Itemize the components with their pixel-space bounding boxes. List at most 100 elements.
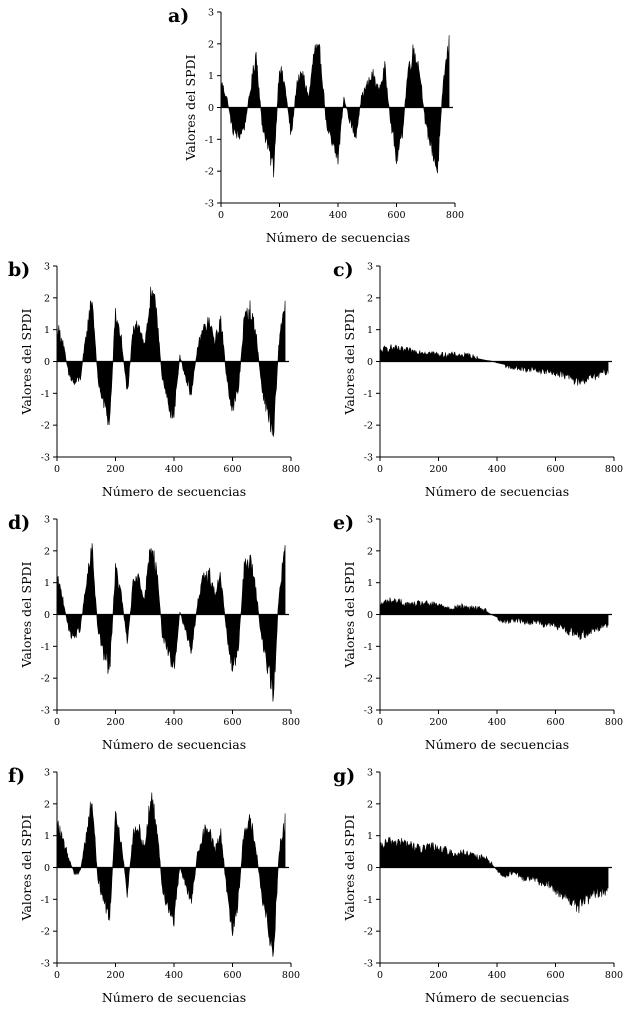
x-axis-title: Número de secuencias bbox=[102, 484, 246, 499]
chart-panel-b: b) -3 -2 -1 0 1 2 3 0 200 400 600 800 Número de secue… bbox=[8, 259, 300, 499]
y-tick-label: -3 bbox=[364, 706, 373, 717]
panel-label: c) bbox=[333, 259, 354, 281]
x-tick-label: 200 bbox=[106, 717, 124, 728]
y-tick-label: 1 bbox=[44, 325, 50, 336]
y-tick-label: -1 bbox=[41, 642, 50, 653]
x-axis-title: Número de secuencias bbox=[425, 484, 569, 499]
x-tick-label: 400 bbox=[165, 464, 183, 475]
y-tick-label: 3 bbox=[367, 768, 373, 779]
x-tick-label: 800 bbox=[605, 970, 623, 981]
chart-panel-g: g) -3 -2 -1 0 1 2 3 0 200 400 600 800 Número de secue… bbox=[333, 765, 623, 1005]
y-axis-title: Valores del SPDI bbox=[342, 308, 357, 415]
panel-label: d) bbox=[8, 512, 30, 534]
y-tick-label: -2 bbox=[364, 674, 373, 685]
y-tick-label: 2 bbox=[367, 546, 373, 557]
y-tick-label: -2 bbox=[364, 421, 373, 432]
y-tick-label: 3 bbox=[44, 262, 50, 273]
y-axis-title: Valores del SPDI bbox=[342, 814, 357, 921]
y-axis-title: Valores del SPDI bbox=[183, 54, 198, 161]
x-tick-label: 200 bbox=[429, 970, 447, 981]
y-tick-label: -1 bbox=[364, 895, 373, 906]
x-axis-title: Número de secuencias bbox=[425, 737, 569, 752]
y-axis-title: Valores del SPDI bbox=[19, 814, 34, 921]
panel-label: f) bbox=[8, 765, 25, 787]
x-tick-label: 600 bbox=[546, 717, 564, 728]
x-tick-label: 800 bbox=[282, 717, 300, 728]
y-tick-label: 2 bbox=[208, 39, 214, 50]
y-axis-title: Valores del SPDI bbox=[342, 561, 357, 668]
x-tick-label: 400 bbox=[165, 970, 183, 981]
x-tick-label: 0 bbox=[377, 970, 383, 981]
x-tick-label: 200 bbox=[429, 717, 447, 728]
x-tick-label: 200 bbox=[270, 210, 288, 221]
y-tick-label: -1 bbox=[205, 135, 214, 146]
y-tick-label: 2 bbox=[367, 799, 373, 810]
x-tick-label: 800 bbox=[605, 464, 623, 475]
y-tick-label: -2 bbox=[205, 167, 214, 178]
y-tick-label: -3 bbox=[364, 453, 373, 464]
y-tick-label: -2 bbox=[41, 421, 50, 432]
panel-label: e) bbox=[333, 512, 354, 534]
y-tick-label: 0 bbox=[367, 610, 373, 621]
chart-panel-f: f) -3 -2 -1 0 1 2 3 0 200 400 600 800 Número de secue… bbox=[8, 765, 300, 1005]
x-axis-title: Número de secuencias bbox=[425, 990, 569, 1005]
x-tick-label: 600 bbox=[546, 970, 564, 981]
x-axis-title: Número de secuencias bbox=[102, 990, 246, 1005]
x-tick-label: 800 bbox=[282, 970, 300, 981]
x-axis-title: Número de secuencias bbox=[102, 737, 246, 752]
x-tick-label: 600 bbox=[223, 970, 241, 981]
x-tick-label: 0 bbox=[377, 717, 383, 728]
x-tick-label: 400 bbox=[329, 210, 347, 221]
spdi-series-area bbox=[379, 344, 609, 386]
x-tick-label: 200 bbox=[106, 464, 124, 475]
y-tick-label: 1 bbox=[367, 831, 373, 842]
y-tick-label: 1 bbox=[367, 325, 373, 336]
y-tick-label: 2 bbox=[367, 293, 373, 304]
y-tick-label: -3 bbox=[205, 199, 214, 210]
y-tick-label: 0 bbox=[44, 863, 50, 874]
spdi-series-area bbox=[379, 836, 609, 914]
x-tick-label: 0 bbox=[54, 970, 60, 981]
panel-label: g) bbox=[333, 765, 355, 787]
chart-panel-d: d) -3 -2 -1 0 1 2 3 0 200 400 600 800 Número de secue… bbox=[8, 512, 300, 752]
y-tick-label: 0 bbox=[44, 357, 50, 368]
y-tick-label: 0 bbox=[44, 610, 50, 621]
chart-panel-c: c) -3 -2 -1 0 1 2 3 0 200 400 600 800 Número de secue… bbox=[333, 259, 623, 499]
y-tick-label: 3 bbox=[208, 8, 214, 19]
y-tick-label: 3 bbox=[367, 515, 373, 526]
x-tick-label: 800 bbox=[605, 717, 623, 728]
x-tick-label: 400 bbox=[488, 464, 506, 475]
x-tick-label: 0 bbox=[54, 717, 60, 728]
x-tick-label: 600 bbox=[223, 464, 241, 475]
y-axis-title: Valores del SPDI bbox=[19, 561, 34, 668]
y-tick-label: 0 bbox=[367, 863, 373, 874]
y-tick-label: -1 bbox=[364, 642, 373, 653]
y-tick-label: -2 bbox=[364, 927, 373, 938]
x-tick-label: 800 bbox=[282, 464, 300, 475]
y-tick-label: 3 bbox=[44, 515, 50, 526]
y-tick-label: -3 bbox=[41, 959, 50, 970]
y-tick-label: -2 bbox=[41, 674, 50, 685]
y-tick-label: 1 bbox=[44, 831, 50, 842]
y-tick-label: 3 bbox=[367, 262, 373, 273]
y-tick-label: 3 bbox=[44, 768, 50, 779]
panel-label: a) bbox=[168, 5, 189, 27]
chart-panel-a: a) -3 -2 -1 0 1 2 3 0 200 400 600 800 Número de secue… bbox=[168, 5, 464, 245]
y-tick-label: -1 bbox=[41, 895, 50, 906]
y-tick-label: -3 bbox=[41, 453, 50, 464]
panel-label: b) bbox=[8, 259, 30, 281]
y-tick-label: 0 bbox=[367, 357, 373, 368]
x-tick-label: 0 bbox=[377, 464, 383, 475]
y-tick-label: 0 bbox=[208, 103, 214, 114]
x-tick-label: 200 bbox=[429, 464, 447, 475]
y-tick-label: -3 bbox=[364, 959, 373, 970]
x-tick-label: 200 bbox=[106, 970, 124, 981]
y-tick-label: 1 bbox=[208, 71, 214, 82]
x-tick-label: 600 bbox=[387, 210, 405, 221]
spdi-series-area bbox=[56, 792, 286, 957]
spdi-series-area bbox=[220, 35, 450, 178]
y-tick-label: 1 bbox=[367, 578, 373, 589]
y-tick-label: 1 bbox=[44, 578, 50, 589]
y-tick-label: -1 bbox=[364, 389, 373, 400]
